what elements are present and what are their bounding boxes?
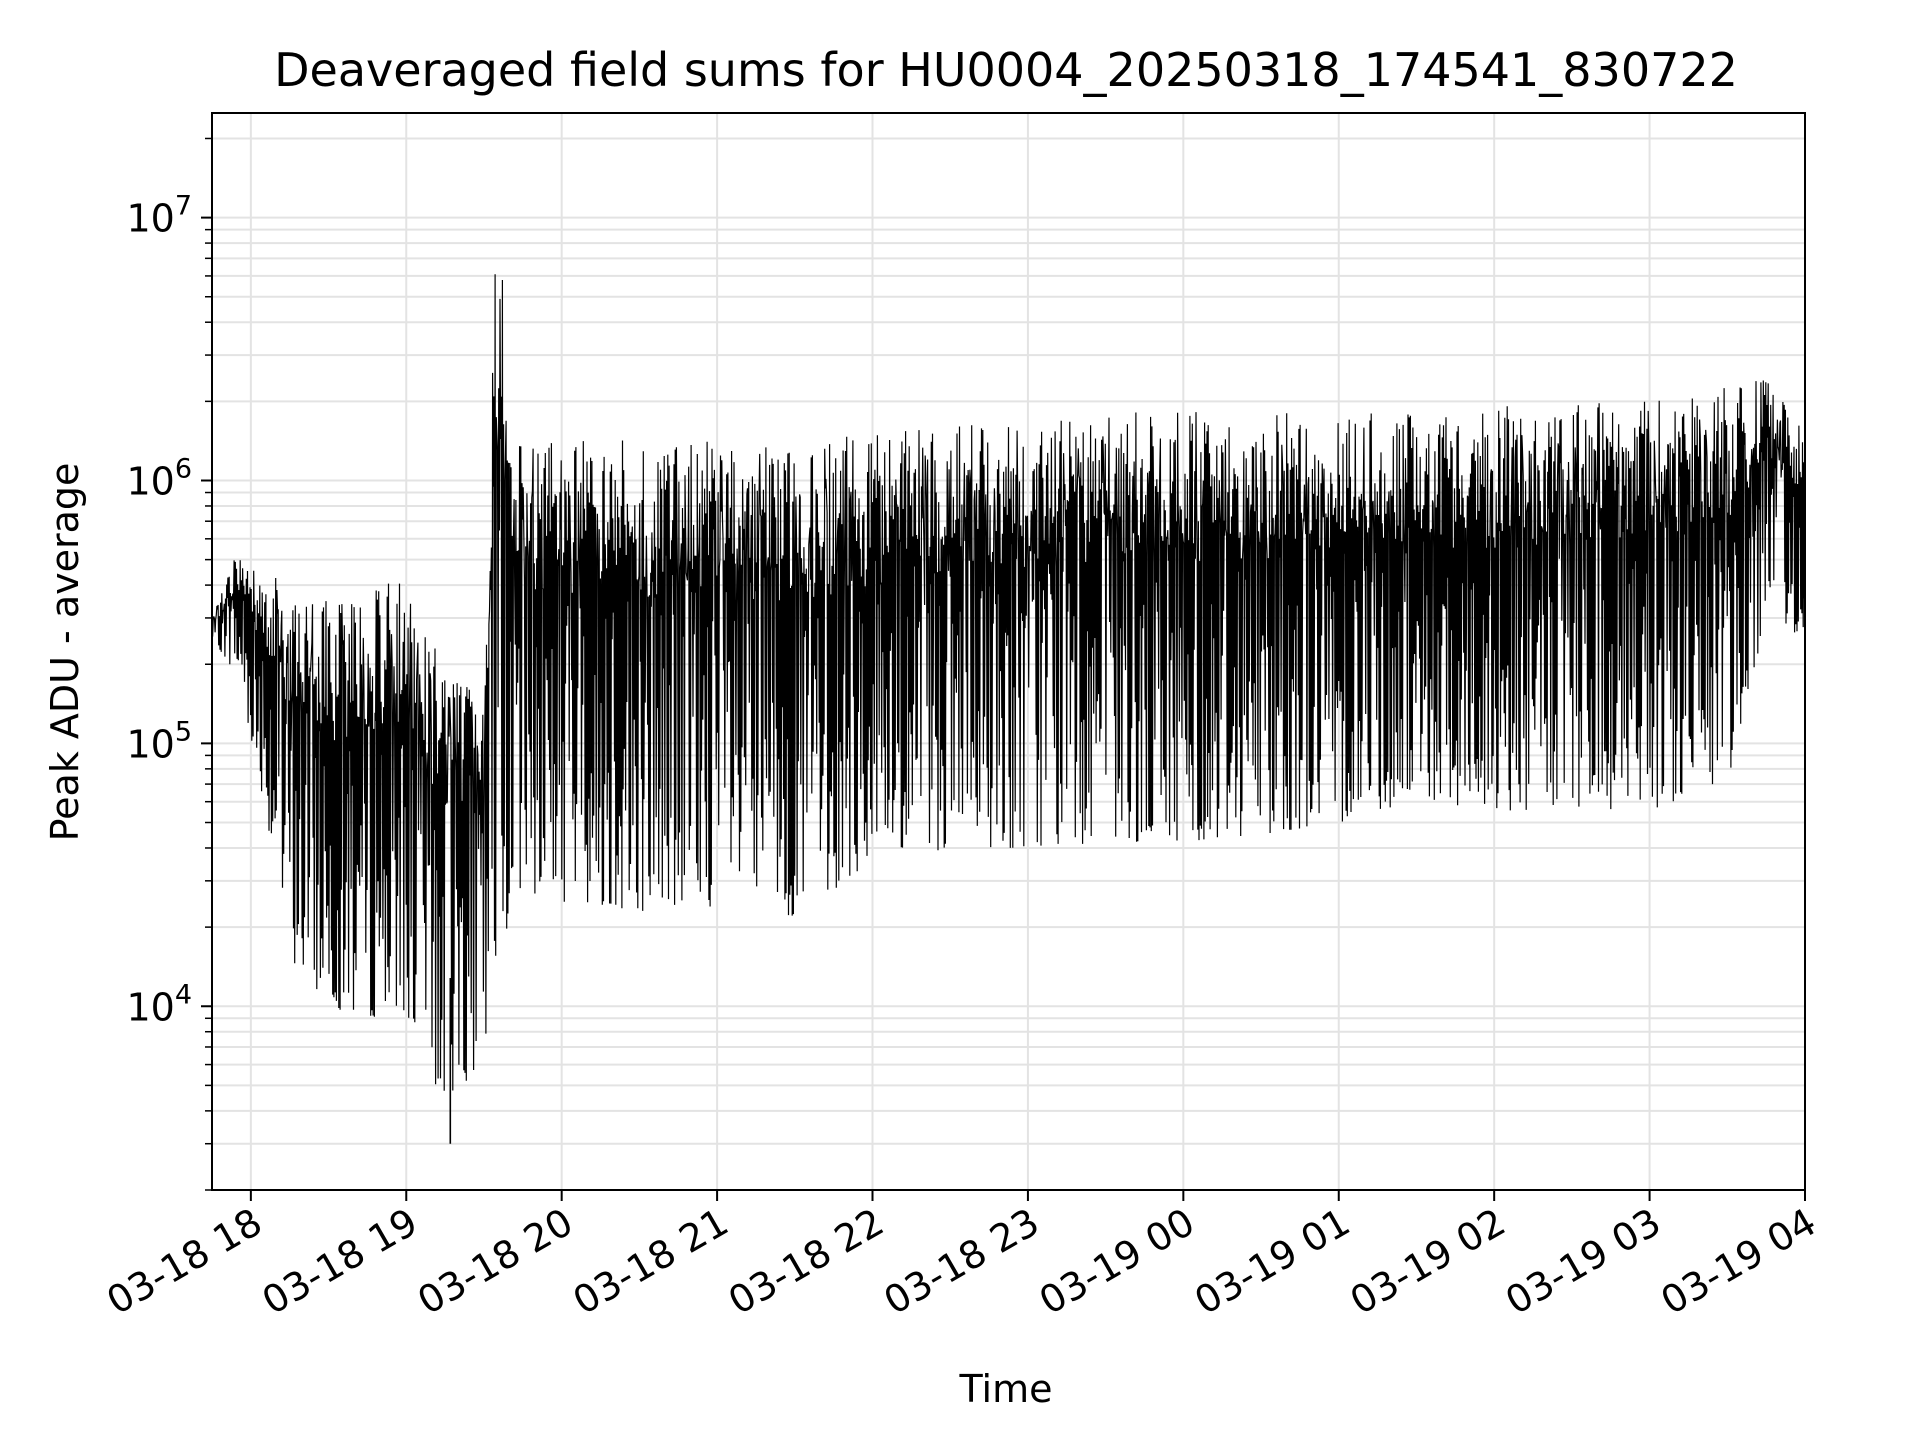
y-tick-label: 107 xyxy=(126,191,192,241)
x-tick-label: 03-18 23 xyxy=(876,1200,1046,1324)
y-tick-label: 104 xyxy=(126,979,192,1029)
y-tick-label: 105 xyxy=(126,716,192,766)
series-layer xyxy=(211,274,1806,1144)
x-tick-label: 03-19 01 xyxy=(1187,1200,1357,1324)
series-line xyxy=(211,274,1806,1091)
x-tick-label: 03-18 19 xyxy=(255,1200,425,1324)
chart-title: Deaveraged field sums for HU0004_2025031… xyxy=(274,43,1738,97)
x-tick-label: 03-18 20 xyxy=(410,1200,580,1324)
plot-frame xyxy=(211,112,1806,1191)
x-tick-label: 03-18 22 xyxy=(721,1200,891,1324)
y-tick-label: 106 xyxy=(126,453,192,503)
x-tick-label: 03-18 18 xyxy=(99,1200,269,1324)
x-tick-label: 03-19 03 xyxy=(1498,1200,1668,1324)
x-axis-label: Time xyxy=(959,1367,1053,1411)
x-tick-label: 03-19 02 xyxy=(1343,1200,1513,1324)
x-tick-label: 03-18 21 xyxy=(566,1200,736,1324)
x-tick-label: 03-19 00 xyxy=(1032,1200,1202,1324)
y-axis: 104 105 106 107 xyxy=(126,137,212,1191)
y-axis-label: Peak ADU - average xyxy=(43,463,87,842)
x-tick-label: 03-19 04 xyxy=(1654,1200,1824,1324)
